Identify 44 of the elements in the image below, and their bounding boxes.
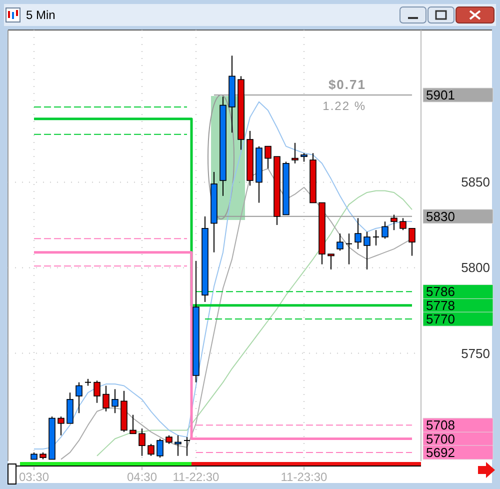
annotation: $0.71 <box>328 77 366 92</box>
candlestick <box>382 221 388 240</box>
chart-title: 5 Min <box>26 8 56 22</box>
candlestick <box>408 228 416 256</box>
annotation: 1.22 % <box>322 99 366 113</box>
candlestick <box>184 436 191 456</box>
data-label: 5830 <box>426 208 455 224</box>
candlestick <box>328 254 334 270</box>
data-label: 5700 <box>426 431 455 446</box>
candlestick <box>156 438 164 458</box>
line-series <box>34 101 412 450</box>
candlestick <box>264 146 272 170</box>
x-tick-label: 11-22:30 <box>172 470 220 484</box>
x-tick-label: 04:30 <box>126 470 158 484</box>
data-label: 5778 <box>426 298 455 313</box>
candlestick <box>148 443 154 456</box>
candlestick <box>130 414 136 434</box>
x-tick-label: 03:30 <box>18 470 50 484</box>
candlestick <box>346 233 352 265</box>
candlestick <box>174 434 182 456</box>
candlestick <box>372 230 380 246</box>
data-label: 5901 <box>426 87 455 102</box>
candlestick <box>354 218 362 250</box>
line-series <box>96 190 412 456</box>
y-tick-label: 5750 <box>461 346 490 361</box>
candlestick <box>336 233 344 252</box>
candlestick <box>58 416 64 436</box>
candlestick <box>66 392 74 424</box>
candlestick <box>102 385 110 412</box>
candlestick <box>76 382 82 414</box>
y-tick-label: 5800 <box>461 260 490 276</box>
candlestick <box>400 218 406 231</box>
data-label: 5708 <box>426 418 455 433</box>
data-label: 5786 <box>426 284 455 300</box>
data-label: 5692 <box>426 444 455 460</box>
candlestick <box>390 214 398 231</box>
candlestick <box>94 380 100 404</box>
candlestick <box>292 142 298 164</box>
y-tick-label: 5850 <box>461 174 490 190</box>
candlestick <box>364 231 370 270</box>
candlestick <box>138 428 146 456</box>
candlestick <box>112 388 118 414</box>
data-label: 5770 <box>426 312 455 327</box>
x-tick-label: 11-23:30 <box>280 470 328 484</box>
